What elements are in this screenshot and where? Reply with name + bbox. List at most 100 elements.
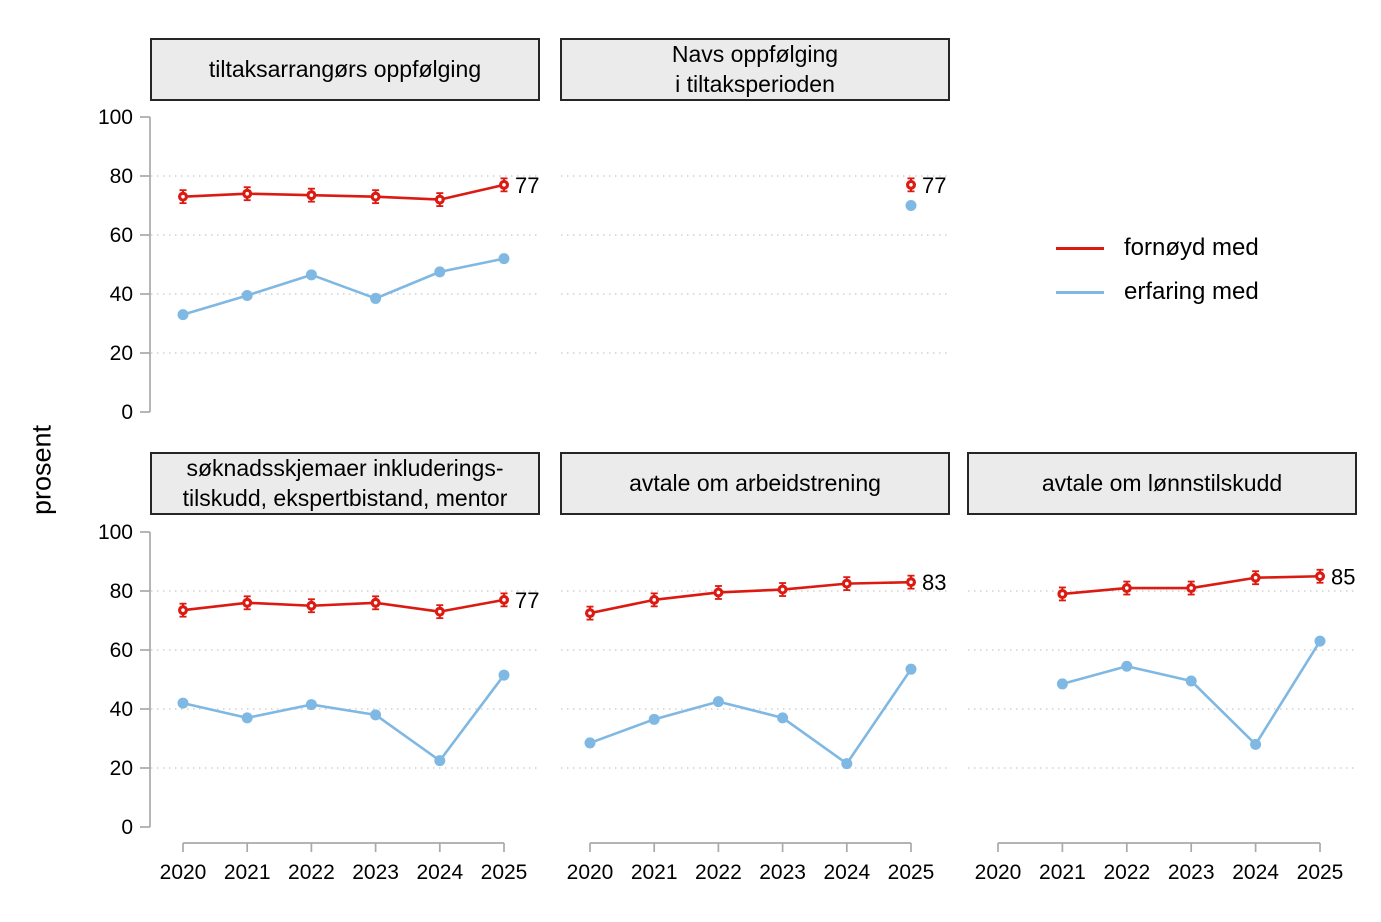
y-axis-tick-label: 80 xyxy=(110,165,133,188)
legend-item-fornoyd: fornøyd med xyxy=(1056,226,1259,270)
data-point-marker xyxy=(905,663,917,675)
data-point-marker-center xyxy=(716,590,721,595)
legend-line-erfaring-icon xyxy=(1056,290,1104,294)
series-erfaring xyxy=(177,669,510,767)
data-point-marker-center xyxy=(909,580,913,584)
y-axis-tick-label: 20 xyxy=(110,342,133,365)
data-point-marker xyxy=(370,292,382,304)
x-axis-tick-label: 2024 xyxy=(823,861,870,884)
series-erfaring xyxy=(584,663,917,770)
data-point-marker-center xyxy=(780,587,785,592)
x-axis-tick-label: 2023 xyxy=(759,861,806,884)
x-axis-tick-label: 2025 xyxy=(1297,861,1344,884)
data-point-marker-center xyxy=(845,581,849,586)
data-point-marker xyxy=(648,713,660,725)
data-point-marker-center xyxy=(181,194,185,199)
series-line xyxy=(182,674,506,762)
series-end-label: 83 xyxy=(922,570,946,595)
series-fornoyd: 77 xyxy=(178,173,539,207)
data-point-marker-center xyxy=(502,598,506,602)
data-point-marker-center xyxy=(588,611,592,615)
series-erfaring xyxy=(177,253,510,321)
x-axis-tick-label: 2021 xyxy=(1039,861,1086,884)
panel-header-avtale-arbeidstrening: avtale om arbeidstrening xyxy=(560,452,950,515)
x-axis-tick-label: 2025 xyxy=(481,861,528,884)
y-axis-tick-label: 80 xyxy=(110,580,133,603)
x-axis-tick-label: 2020 xyxy=(160,861,207,884)
data-point-marker xyxy=(1121,660,1133,672)
panel-header-soknadsskjemaer: søknadsskjemaer inkluderings- tilskudd, … xyxy=(150,452,540,515)
data-point-marker-center xyxy=(1125,586,1129,590)
series-fornoyd: 85 xyxy=(1057,564,1355,602)
series-line xyxy=(589,580,912,615)
series-erfaring xyxy=(1056,635,1326,750)
data-point-marker-center xyxy=(373,601,378,605)
data-point-marker xyxy=(1314,635,1326,647)
data-point-marker xyxy=(712,696,724,708)
y-axis-title: prosent xyxy=(26,424,57,516)
data-point-marker xyxy=(241,712,253,724)
panel-3-plot: 2020 2021 2022 2023 2024 2025 83 xyxy=(561,570,950,884)
data-point-marker xyxy=(177,309,189,321)
series-line xyxy=(182,183,505,201)
series-line xyxy=(589,668,913,765)
panel-header-tiltaksarrangors-oppfolging: tiltaksarrangørs oppfølging xyxy=(150,38,540,101)
panel-header-navs-oppfolging: Navs oppfølging i tiltaksperioden xyxy=(560,38,950,101)
y-axis-tick-label: 100 xyxy=(98,521,133,544)
data-point-marker xyxy=(584,737,596,749)
x-axis-tick-label: 2020 xyxy=(567,861,614,884)
data-point-marker-center xyxy=(1318,574,1322,579)
data-point-marker-center xyxy=(1253,575,1258,580)
y-axis-tick-label: 100 xyxy=(98,106,133,129)
data-point-marker xyxy=(777,712,789,724)
data-point-marker-center xyxy=(373,194,378,199)
x-axis: 2020 2021 2022 2023 2024 2025 xyxy=(160,842,528,884)
data-point-marker xyxy=(905,200,917,211)
legend-label-erfaring: erfaring med xyxy=(1124,278,1259,305)
y-axis: 0 20 40 60 80 100 xyxy=(98,521,151,839)
series-line xyxy=(182,598,505,613)
data-point-marker xyxy=(434,755,446,767)
data-point-marker-center xyxy=(438,197,442,202)
y-axis-tick-label: 60 xyxy=(110,639,133,662)
data-point-marker-center xyxy=(1189,586,1193,590)
x-axis-tick-label: 2021 xyxy=(224,861,271,884)
x-axis-tick-label: 2022 xyxy=(1103,861,1150,884)
y-axis-tick-label: 20 xyxy=(110,757,133,780)
legend-label-fornoyd: fornøyd med xyxy=(1124,234,1259,261)
x-axis-tick-label: 2023 xyxy=(1168,861,1215,884)
y-axis-tick-label: 0 xyxy=(121,401,133,424)
data-point-marker xyxy=(305,269,317,281)
panel-1-plot: 77 xyxy=(561,173,950,354)
data-point-marker-center xyxy=(309,603,314,608)
series-fornoyd: 77 xyxy=(178,588,539,620)
data-point-marker-center xyxy=(181,608,185,612)
legend-item-erfaring: erfaring med xyxy=(1056,270,1259,314)
data-point-marker xyxy=(305,699,317,711)
y-axis-tick-label: 40 xyxy=(110,283,133,306)
data-point-marker-center xyxy=(245,191,249,196)
panel-2-plot: 0 20 40 60 80 100 2020 2021 2022 2023 2024 2025 77 xyxy=(98,521,540,884)
data-point-marker-center xyxy=(309,193,314,197)
data-point-marker-center xyxy=(502,183,506,187)
series-erfaring xyxy=(905,200,917,211)
data-point-marker xyxy=(1185,675,1197,687)
data-point-marker xyxy=(1056,678,1068,690)
data-point-marker xyxy=(177,697,189,709)
y-axis-tick-label: 0 xyxy=(121,816,133,839)
panel-4-plot: 2020 2021 2022 2023 2024 2025 85 xyxy=(968,564,1357,884)
series-fornoyd: 77 xyxy=(906,173,946,198)
panel-0-plot: 0 20 40 60 80 100 77 xyxy=(98,106,540,424)
data-point-marker xyxy=(1250,738,1262,750)
data-point-marker xyxy=(434,266,446,278)
series-end-label: 77 xyxy=(922,173,946,198)
y-axis-tick-label: 60 xyxy=(110,224,133,247)
data-point-marker-center xyxy=(438,609,442,614)
x-axis-tick-label: 2024 xyxy=(416,861,463,884)
data-point-marker xyxy=(498,669,510,681)
series-line xyxy=(182,257,505,316)
y-axis: 0 20 40 60 80 100 xyxy=(98,106,151,424)
data-point-marker-center xyxy=(1060,592,1065,596)
